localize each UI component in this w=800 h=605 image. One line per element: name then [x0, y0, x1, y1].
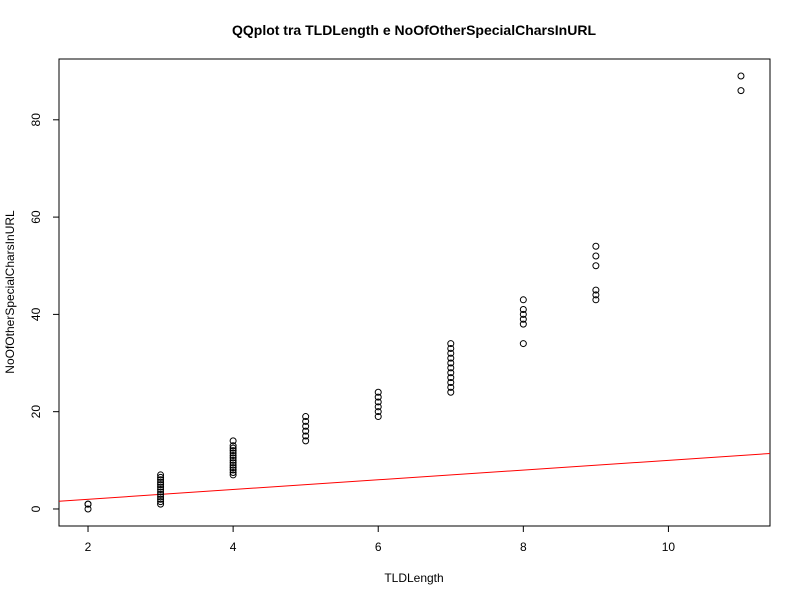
data-point	[737, 87, 745, 95]
data-point	[592, 262, 600, 270]
data-point	[229, 444, 237, 452]
data-point	[157, 481, 165, 489]
data-point	[229, 459, 237, 467]
data-point	[592, 296, 600, 304]
data-point	[157, 483, 165, 491]
data-point	[229, 471, 237, 479]
data-point	[229, 456, 237, 464]
data-point	[229, 461, 237, 469]
data-point	[374, 413, 382, 421]
data-point	[447, 369, 455, 377]
data-point	[447, 340, 455, 348]
data-point	[157, 486, 165, 494]
y-tick-label: 20	[29, 405, 43, 419]
data-point	[374, 403, 382, 411]
data-point	[157, 500, 165, 508]
data-point	[229, 442, 237, 450]
data-point	[229, 451, 237, 459]
data-point	[157, 488, 165, 496]
data-point	[229, 466, 237, 474]
data-point	[157, 490, 165, 498]
data-point	[157, 476, 165, 484]
x-tick-label: 10	[662, 540, 676, 554]
data-point	[447, 349, 455, 357]
x-tick-label: 8	[520, 540, 527, 554]
data-point	[229, 464, 237, 472]
y-tick-label: 80	[29, 113, 43, 127]
data-point	[447, 378, 455, 386]
data-point	[447, 354, 455, 362]
data-point	[519, 310, 527, 318]
y-axis: 0 20 40 60 80	[29, 113, 60, 512]
data-point	[302, 417, 310, 425]
data-point	[157, 493, 165, 501]
data-point	[157, 473, 165, 481]
x-tick-label: 6	[375, 540, 382, 554]
data-point	[592, 242, 600, 250]
data-point	[229, 437, 237, 445]
data-point	[447, 388, 455, 396]
data-point	[302, 413, 310, 421]
x-axis-label: TLDLength	[384, 571, 443, 585]
data-point	[519, 340, 527, 348]
x-tick-label: 4	[230, 540, 237, 554]
data-point	[374, 398, 382, 406]
data-point	[229, 447, 237, 455]
data-point	[84, 505, 92, 513]
data-point	[519, 315, 527, 323]
data-point	[302, 427, 310, 435]
data-point	[229, 454, 237, 462]
y-tick-label: 40	[29, 307, 43, 321]
data-point	[229, 468, 237, 476]
data-point	[84, 500, 92, 508]
data-point	[447, 364, 455, 372]
data-point	[157, 498, 165, 506]
data-point	[519, 306, 527, 314]
data-point	[302, 437, 310, 445]
plot-frame	[58, 58, 771, 527]
data-point	[302, 432, 310, 440]
data-point	[519, 320, 527, 328]
data-point	[447, 383, 455, 391]
data-point	[592, 286, 600, 294]
chart-title: QQplot tra TLDLength e NoOfOtherSpecialC…	[232, 22, 596, 38]
data-point	[592, 252, 600, 260]
y-tick-label: 0	[29, 505, 43, 512]
x-axis: 2 4 6 8 10	[85, 525, 676, 554]
data-point	[447, 374, 455, 382]
data-point	[737, 72, 745, 80]
y-axis-label: NoOfOtherSpecialCharsInURL	[3, 210, 17, 374]
data-point	[157, 478, 165, 486]
x-tick-label: 2	[85, 540, 92, 554]
data-point	[374, 408, 382, 416]
data-point	[447, 344, 455, 352]
data-point	[447, 359, 455, 367]
data-point	[157, 471, 165, 479]
data-point	[592, 291, 600, 299]
data-point	[229, 449, 237, 457]
reference-line	[59, 453, 770, 502]
y-tick-label: 60	[29, 210, 43, 224]
data-point	[374, 388, 382, 396]
plot-area	[59, 72, 770, 513]
data-points	[84, 72, 745, 513]
data-point	[157, 495, 165, 503]
data-point	[374, 393, 382, 401]
data-point	[302, 422, 310, 430]
data-point	[519, 296, 527, 304]
